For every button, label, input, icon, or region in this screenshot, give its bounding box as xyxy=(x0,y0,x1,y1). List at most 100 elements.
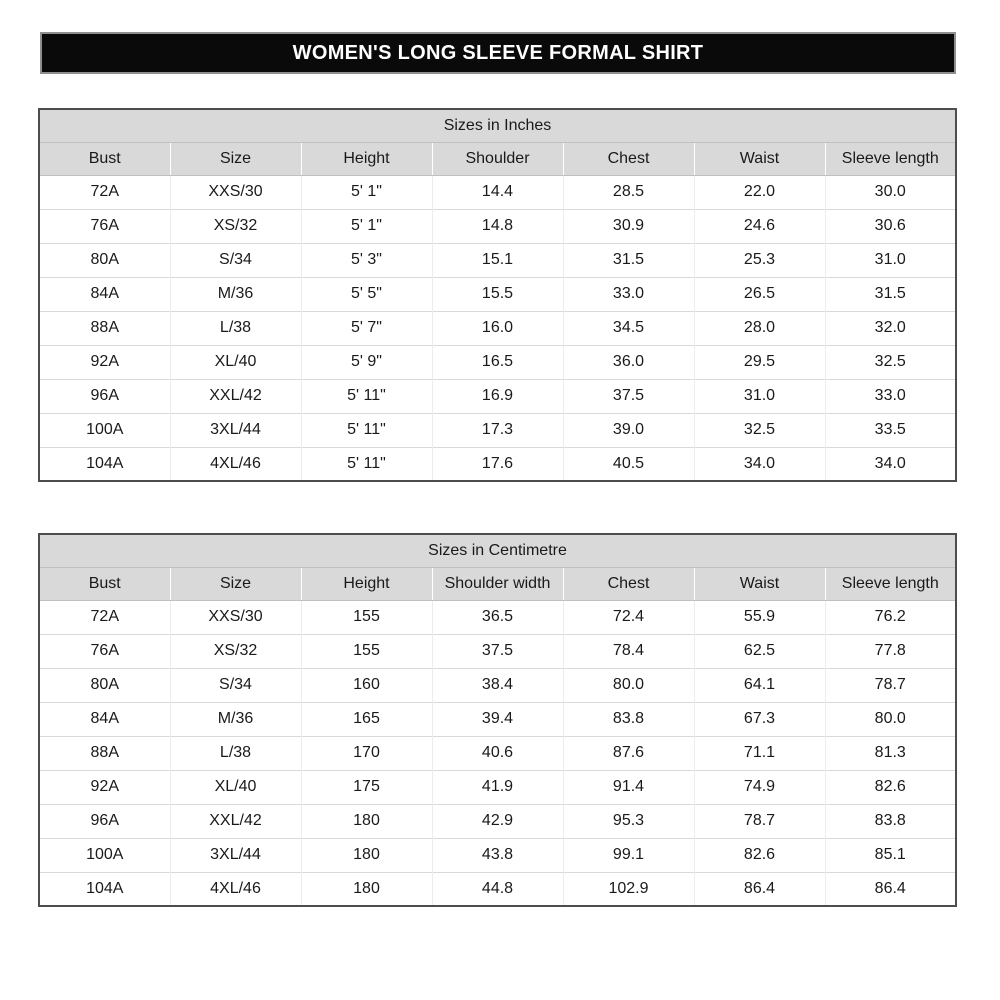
table-cell: 5' 11" xyxy=(300,378,433,413)
table-cell: 41.9 xyxy=(431,769,564,804)
table-cell: XXL/42 xyxy=(169,378,302,413)
table-cell: 100A xyxy=(39,837,171,872)
table-cell: 87.6 xyxy=(562,735,695,770)
table-cell: 16.9 xyxy=(431,378,564,413)
column-header: Sleeve length xyxy=(824,567,956,601)
table-cell: 72.4 xyxy=(562,600,695,634)
table-cell: 80.0 xyxy=(824,701,956,736)
table-cell: 40.5 xyxy=(562,446,695,481)
table-cell: 14.4 xyxy=(431,175,564,209)
column-header: Shoulder xyxy=(431,142,564,176)
table-cell: 29.5 xyxy=(693,344,826,379)
table-cell: 96A xyxy=(39,803,171,838)
table-cell: XXS/30 xyxy=(169,600,302,634)
table-cell: 160 xyxy=(300,667,433,702)
table-cell: 82.6 xyxy=(693,837,826,872)
table-cell: 80A xyxy=(39,667,171,702)
table-cell: 64.1 xyxy=(693,667,826,702)
table-cell: 72A xyxy=(39,175,171,209)
table-row: 84A M/36 5' 5" 15.5 33.0 26.5 31.5 xyxy=(39,276,956,311)
column-header: Bust xyxy=(39,567,171,601)
table-cell: 44.8 xyxy=(431,871,564,906)
table-cell: S/34 xyxy=(169,667,302,702)
table-cell: 104A xyxy=(39,871,171,906)
table-cell: 76A xyxy=(39,633,171,668)
table-cell: 76.2 xyxy=(824,600,956,634)
table-cell: 31.0 xyxy=(693,378,826,413)
table-cell: 5' 3" xyxy=(300,242,433,277)
table-cell: 30.9 xyxy=(562,208,695,243)
column-header: Bust xyxy=(39,142,171,176)
table-cell: 76A xyxy=(39,208,171,243)
table-cell: 26.5 xyxy=(693,276,826,311)
table-cell: 31.5 xyxy=(562,242,695,277)
table-cell: 55.9 xyxy=(693,600,826,634)
table-cell: L/38 xyxy=(169,310,302,345)
table-row: 72A XXS/30 5' 1" 14.4 28.5 22.0 30.0 xyxy=(39,175,956,209)
table-cell: 78.7 xyxy=(824,667,956,702)
table-cell: 83.8 xyxy=(824,803,956,838)
table-title-row: Sizes in Centimetre xyxy=(39,534,956,568)
table-title: Sizes in Inches xyxy=(39,109,956,143)
table-cell: 37.5 xyxy=(431,633,564,668)
table-cell: 86.4 xyxy=(693,871,826,906)
table-cell: XXS/30 xyxy=(169,175,302,209)
table-cell: 180 xyxy=(300,871,433,906)
table-cell: 78.7 xyxy=(693,803,826,838)
table-cell: 34.5 xyxy=(562,310,695,345)
table-cell: 84A xyxy=(39,276,171,311)
table-cell: S/34 xyxy=(169,242,302,277)
table-cell: 180 xyxy=(300,837,433,872)
table-row: 100A 3XL/44 5' 11" 17.3 39.0 32.5 33.5 xyxy=(39,412,956,447)
table-cell: 34.0 xyxy=(693,446,826,481)
table-cell: M/36 xyxy=(169,276,302,311)
table-row: 104A 4XL/46 180 44.8 102.9 86.4 86.4 xyxy=(39,871,956,906)
table-cell: 39.0 xyxy=(562,412,695,447)
table-cell: 17.3 xyxy=(431,412,564,447)
table-row: 72A XXS/30 155 36.5 72.4 55.9 76.2 xyxy=(39,600,956,634)
table-cell: 32.5 xyxy=(824,344,956,379)
column-header: Size xyxy=(169,567,302,601)
table-cell: 42.9 xyxy=(431,803,564,838)
table-row: 104A 4XL/46 5' 11" 17.6 40.5 34.0 34.0 xyxy=(39,446,956,481)
table-cell: 180 xyxy=(300,803,433,838)
table-cell: 17.6 xyxy=(431,446,564,481)
table-row: 76A XS/32 5' 1" 14.8 30.9 24.6 30.6 xyxy=(39,208,956,243)
table-cell: 32.0 xyxy=(824,310,956,345)
table-cell: 43.8 xyxy=(431,837,564,872)
table-cell: 85.1 xyxy=(824,837,956,872)
table-cell: 95.3 xyxy=(562,803,695,838)
table-cell: 92A xyxy=(39,769,171,804)
table-cell: 36.5 xyxy=(431,600,564,634)
table-cell: 36.0 xyxy=(562,344,695,379)
table-cell: 3XL/44 xyxy=(169,837,302,872)
table-cell: 15.1 xyxy=(431,242,564,277)
column-header: Height xyxy=(300,567,433,601)
table-cell: 67.3 xyxy=(693,701,826,736)
table-cell: 104A xyxy=(39,446,171,481)
table-cell: 30.6 xyxy=(824,208,956,243)
table-cell: 83.8 xyxy=(562,701,695,736)
table-row: 80A S/34 5' 3" 15.1 31.5 25.3 31.0 xyxy=(39,242,956,277)
sizes-in-inches-table: Sizes in Inches Bust Size Height Shoulder Ch… xyxy=(38,108,957,482)
sizes-in-centimetre-table: Sizes in Centimetre Bust Size Height Should… xyxy=(38,533,957,907)
table-cell: 88A xyxy=(39,310,171,345)
table-cell: 84A xyxy=(39,701,171,736)
column-header-row: Bust Size Height Shoulder Chest Waist Sleeve l… xyxy=(39,142,956,176)
table-cell: 155 xyxy=(300,600,433,634)
table-row: 88A L/38 170 40.6 87.6 71.1 81.3 xyxy=(39,735,956,770)
table-cell: 4XL/46 xyxy=(169,871,302,906)
column-header: Shoulder width xyxy=(431,567,564,601)
table-cell: 92A xyxy=(39,344,171,379)
table-cell: 5' 1" xyxy=(300,208,433,243)
table-cell: 4XL/46 xyxy=(169,446,302,481)
table-cell: 5' 11" xyxy=(300,446,433,481)
table-row: 92A XL/40 5' 9" 16.5 36.0 29.5 32.5 xyxy=(39,344,956,379)
table-cell: 96A xyxy=(39,378,171,413)
table-cell: 31.5 xyxy=(824,276,956,311)
table-cell: 5' 9" xyxy=(300,344,433,379)
table-row: 96A XXL/42 180 42.9 95.3 78.7 83.8 xyxy=(39,803,956,838)
column-header-row: Bust Size Height Shoulder width Chest Waist Sl… xyxy=(39,567,956,601)
table-cell: 24.6 xyxy=(693,208,826,243)
table-cell: 5' 11" xyxy=(300,412,433,447)
